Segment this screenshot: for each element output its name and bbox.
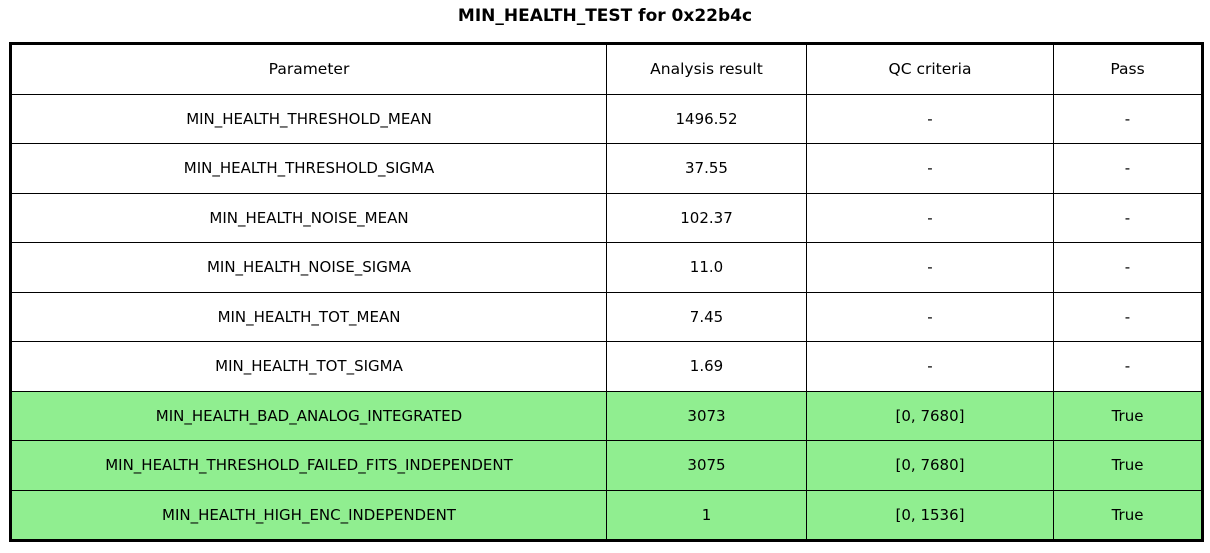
result-cell: 7.45 <box>606 291 807 342</box>
parameter-cell: MIN_HEALTH_TOT_SIGMA <box>10 341 607 392</box>
table-row-pass: MIN_HEALTH_THRESHOLD_FAILED_FITS_INDEPEN… <box>10 440 1203 491</box>
result-cell: 1 <box>606 489 807 541</box>
parameter-cell: MIN_HEALTH_TOT_MEAN <box>10 291 607 342</box>
qc-cell: - <box>806 341 1054 392</box>
qc-results-table: Parameter Analysis result QC criteria Pa… <box>9 42 1204 542</box>
header-analysis-result: Analysis result <box>606 43 807 95</box>
qc-cell: [0, 7680] <box>806 440 1054 491</box>
table-row: MIN_HEALTH_NOISE_MEAN 102.37 - - <box>10 192 1203 243</box>
pass-cell: True <box>1053 440 1203 491</box>
result-cell: 3075 <box>606 440 807 491</box>
header-pass: Pass <box>1053 43 1203 95</box>
parameter-cell: MIN_HEALTH_THRESHOLD_FAILED_FITS_INDEPEN… <box>10 440 607 491</box>
qc-cell: - <box>806 192 1054 243</box>
pass-cell: True <box>1053 489 1203 541</box>
result-cell: 11.0 <box>606 242 807 293</box>
header-parameter: Parameter <box>10 43 607 95</box>
table-header-row: Parameter Analysis result QC criteria Pa… <box>10 43 1203 95</box>
parameter-cell: MIN_HEALTH_NOISE_MEAN <box>10 192 607 243</box>
qc-cell: - <box>806 242 1054 293</box>
header-qc-criteria: QC criteria <box>806 43 1054 95</box>
result-cell: 1496.52 <box>606 93 807 144</box>
qc-cell: [0, 1536] <box>806 489 1054 541</box>
pass-cell: True <box>1053 390 1203 441</box>
table-row: MIN_HEALTH_TOT_SIGMA 1.69 - - <box>10 341 1203 392</box>
parameter-cell: MIN_HEALTH_HIGH_ENC_INDEPENDENT <box>10 489 607 541</box>
parameter-cell: MIN_HEALTH_THRESHOLD_SIGMA <box>10 143 607 194</box>
qc-cell: - <box>806 93 1054 144</box>
result-cell: 37.55 <box>606 143 807 194</box>
result-cell: 1.69 <box>606 341 807 392</box>
parameter-cell: MIN_HEALTH_THRESHOLD_MEAN <box>10 93 607 144</box>
result-cell: 102.37 <box>606 192 807 243</box>
pass-cell: - <box>1053 291 1203 342</box>
pass-cell: - <box>1053 143 1203 194</box>
table-row-pass: MIN_HEALTH_HIGH_ENC_INDEPENDENT 1 [0, 15… <box>10 489 1203 541</box>
qc-cell: - <box>806 143 1054 194</box>
table-row: MIN_HEALTH_TOT_MEAN 7.45 - - <box>10 291 1203 342</box>
result-cell: 3073 <box>606 390 807 441</box>
page-title: MIN_HEALTH_TEST for 0x22b4c <box>457 6 753 26</box>
pass-cell: - <box>1053 93 1203 144</box>
pass-cell: - <box>1053 192 1203 243</box>
qc-cell: - <box>806 291 1054 342</box>
table-row: MIN_HEALTH_NOISE_SIGMA 11.0 - - <box>10 242 1203 293</box>
qc-cell: [0, 7680] <box>806 390 1054 441</box>
table-row-pass: MIN_HEALTH_BAD_ANALOG_INTEGRATED 3073 [0… <box>10 390 1203 441</box>
table-row: MIN_HEALTH_THRESHOLD_MEAN 1496.52 - - <box>10 93 1203 144</box>
pass-cell: - <box>1053 242 1203 293</box>
pass-cell: - <box>1053 341 1203 392</box>
parameter-cell: MIN_HEALTH_BAD_ANALOG_INTEGRATED <box>10 390 607 441</box>
table-row: MIN_HEALTH_THRESHOLD_SIGMA 37.55 - - <box>10 143 1203 194</box>
parameter-cell: MIN_HEALTH_NOISE_SIGMA <box>10 242 607 293</box>
